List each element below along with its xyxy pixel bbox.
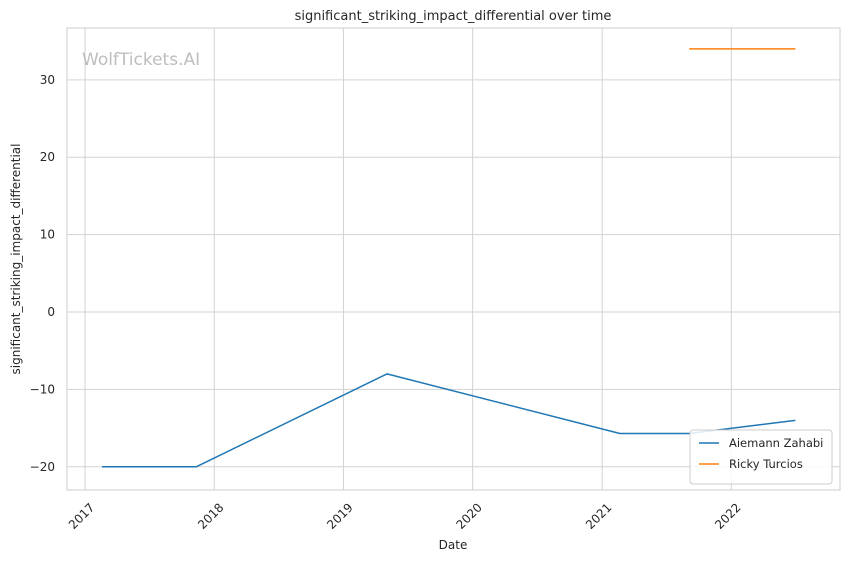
x-tick-label: 2019	[324, 500, 355, 531]
x-tick-label: 2022	[712, 500, 743, 531]
y-tick-label: 0	[47, 305, 55, 319]
x-tick-label: 2017	[66, 500, 97, 531]
y-axis-title: significant_striking_impact_differential	[9, 144, 23, 375]
y-tick-label: 20	[40, 150, 55, 164]
legend-box	[689, 429, 833, 485]
legend-label: Aiemann Zahabi	[729, 436, 823, 450]
y-tick-label: −10	[30, 382, 55, 396]
watermark: WolfTickets.AI	[82, 50, 200, 70]
y-tick-label: 30	[40, 73, 55, 87]
legend-label: Ricky Turcios	[729, 457, 803, 471]
x-tick-labels: 2017 2018 2019 2020 2021 2022	[66, 500, 744, 531]
x-tick-label: 2020	[453, 500, 484, 531]
y-tick-label: 10	[40, 228, 55, 242]
plot-area	[66, 27, 841, 491]
legend: Aiemann Zahabi Ricky Turcios	[689, 429, 833, 485]
x-gridlines	[84, 28, 732, 490]
chart-title: significant_striking_impact_differential…	[295, 9, 612, 24]
x-tick-label: 2018	[195, 500, 226, 531]
y-tick-labels: −20 −10 0 10 20 30	[30, 73, 55, 474]
x-tick-label: 2021	[583, 500, 614, 531]
x-axis-title: Date	[439, 538, 468, 552]
y-tick-label: −20	[30, 460, 55, 474]
